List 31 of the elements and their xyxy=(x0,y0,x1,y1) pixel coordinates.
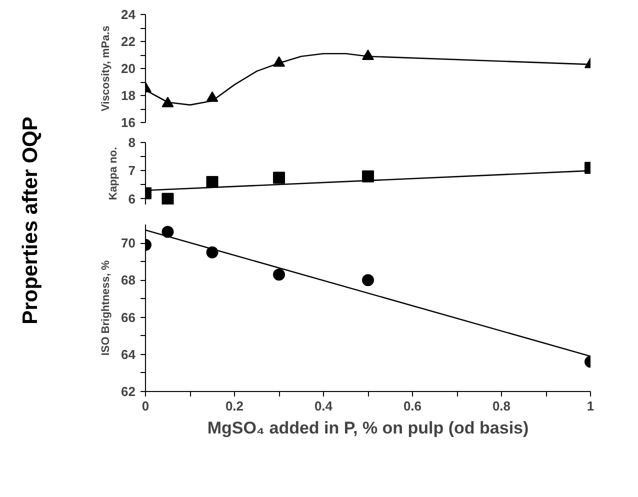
point xyxy=(273,268,285,281)
y-tick-label: 22 xyxy=(121,34,136,49)
y-axis-title: ISO Brightness, % xyxy=(100,260,112,356)
x-axis-title: MgSO₄ added in P, % on pulp (od basis) xyxy=(207,418,529,438)
y-tick-label: 64 xyxy=(121,346,136,362)
y-tick-label: 7 xyxy=(128,163,136,178)
y-tick-label: 18 xyxy=(121,88,136,103)
point xyxy=(273,172,285,184)
y-axis-title: Viscosity, mPa.s xyxy=(100,26,112,112)
y-tick-label: 68 xyxy=(121,272,136,288)
y-tick-label: 70 xyxy=(121,236,136,251)
point xyxy=(162,226,174,238)
x-tick-label: 0.6 xyxy=(403,398,422,414)
y-tick-label: 62 xyxy=(121,384,136,399)
y-tick-label: 66 xyxy=(121,310,136,325)
y-tick-label: 24 xyxy=(121,7,136,22)
x-tick-label: 0.2 xyxy=(225,398,244,414)
text: Properties after OQP xyxy=(19,116,42,324)
point xyxy=(162,96,174,108)
x-tick-label: 1 xyxy=(586,398,594,414)
y-tick-label: 16 xyxy=(121,115,136,130)
point xyxy=(206,176,218,188)
x-tick-label: 0.8 xyxy=(492,398,511,414)
y-axis-title: Kappa no. xyxy=(107,146,120,200)
point xyxy=(362,274,374,286)
x-tick-label: 0 xyxy=(142,398,150,414)
y-tick-label: 8 xyxy=(128,135,136,150)
point xyxy=(162,192,174,204)
y-tick-label: 6 xyxy=(128,191,136,206)
x-tick-label: 0.4 xyxy=(314,398,334,414)
y-tick-label: 20 xyxy=(121,61,136,76)
